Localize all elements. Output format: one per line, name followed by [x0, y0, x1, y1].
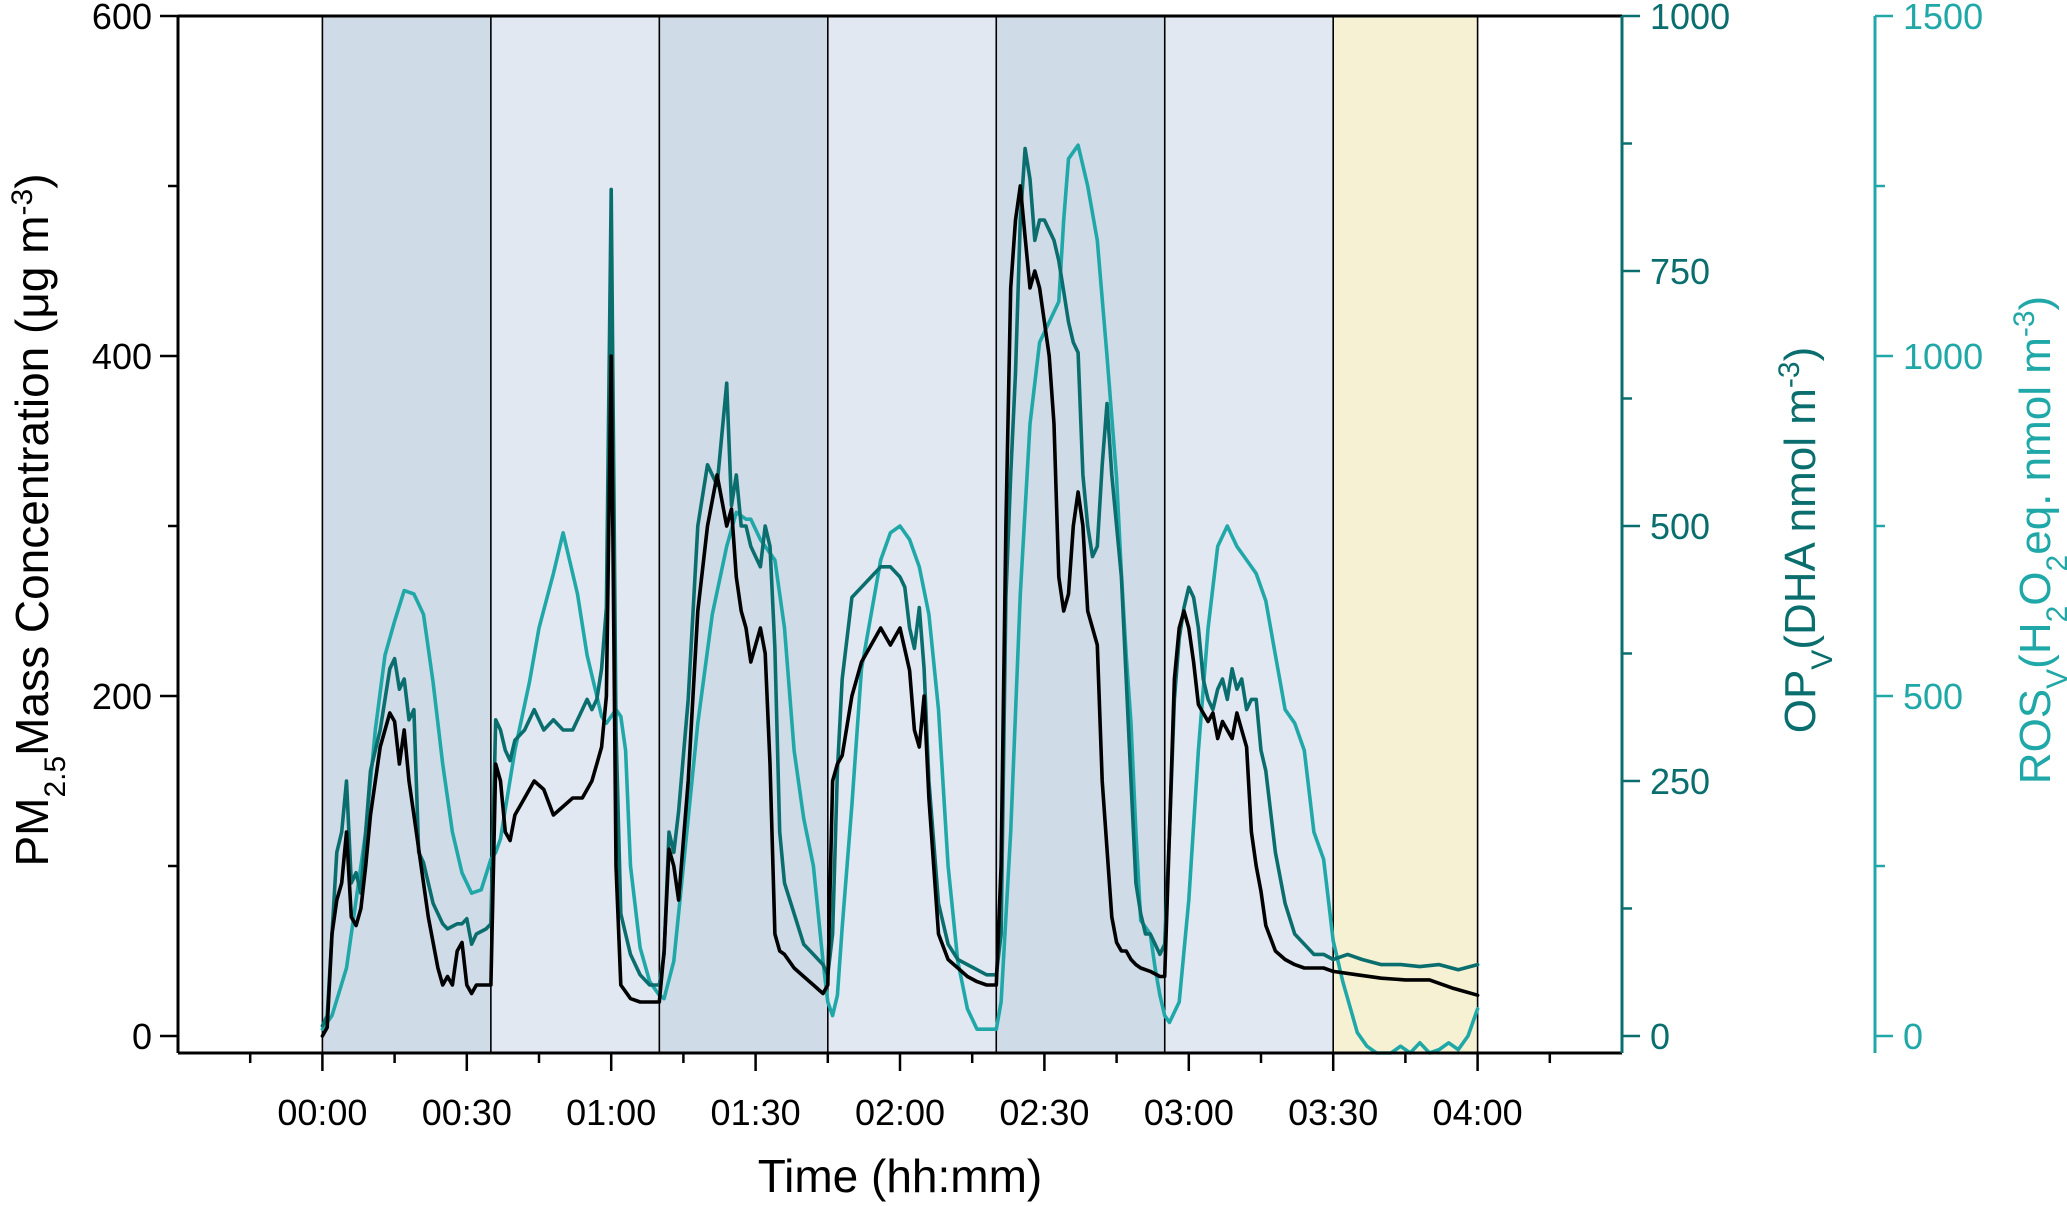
labels-layer: 00:00 00:30 01:00 01:30 02:00 02:30 03:00 03:30… [6, 0, 2067, 1202]
shaded-interval-4 [827, 16, 997, 1053]
right2-y-tick-label: 1000 [1903, 336, 1983, 377]
right2-y-axis-title-part: -3 [2008, 310, 2041, 337]
shaded-bands [321, 16, 1479, 1053]
right1-y-axis-title-part: (DHA nmol m [1776, 388, 1825, 650]
left-y-axis-title-part: ) [6, 173, 58, 188]
right1-y-tick-label: 250 [1650, 761, 1710, 802]
left-y-axis-title-part: Mass Concentration ( [6, 318, 58, 756]
axes-layer [160, 14, 1893, 1071]
x-tick-label: 02:00 [855, 1092, 945, 1133]
right2-y-axis-title-part: eq. nmol m [2011, 337, 2060, 555]
series-line-right1 [320, 146, 1480, 1028]
right2-y-axis-title-part: 2 [2041, 555, 2067, 572]
right2-y-axis-title-part: ) [2011, 296, 2060, 311]
right2-y-axis-title: ROSV(H2O2eq. nmol m-3) [2008, 296, 2067, 784]
x-tick-label: 01:30 [711, 1092, 801, 1133]
left-y-tick-label: 0 [132, 1016, 152, 1057]
right1-y-tick-label: 750 [1650, 251, 1710, 292]
x-tick-label: 03:00 [1144, 1092, 1234, 1133]
shaded-interval-3 [659, 16, 828, 1053]
right2-y-tick-label: 0 [1903, 1016, 1923, 1057]
right1-y-axis-title-part: V [1806, 650, 1839, 670]
right1-y-tick-label: 1000 [1650, 0, 1730, 37]
left-y-tick-label: 400 [92, 336, 152, 377]
x-axis-title: Time (hh:mm) [758, 1150, 1043, 1202]
right1-y-axis-title-part: ) [1776, 347, 1825, 362]
left-y-axis-title-part: -3 [6, 189, 39, 216]
right1-y-axis-title: OPV(DHA nmol m-3) [1773, 347, 1839, 734]
x-tick-label: 02:30 [999, 1092, 1089, 1133]
left-y-axis-title-part: 2.5 [39, 756, 72, 798]
right2-y-axis-title-part: 2 [2041, 606, 2067, 623]
x-tick-label: 03:30 [1288, 1092, 1378, 1133]
right1-y-axis-title-part: -3 [1773, 361, 1806, 388]
shaded-interval-1 [322, 16, 491, 1053]
right2-y-tick-label: 500 [1903, 676, 1963, 717]
x-tick-label: 04:00 [1433, 1092, 1523, 1133]
right1-y-tick-label: 0 [1650, 1016, 1670, 1057]
left-y-tick-label: 600 [92, 0, 152, 37]
right2-y-tick-label: 1500 [1903, 0, 1983, 37]
shaded-interval-7 [1333, 16, 1478, 1053]
right2-y-axis-title-part: ROS [2011, 689, 2060, 784]
right2-y-axis-title-part: (H [2011, 622, 2060, 668]
series-layer [320, 143, 1480, 1055]
left-y-axis-title-part: PM [6, 798, 58, 867]
x-tick-label: 00:00 [277, 1092, 367, 1133]
x-tick-label: 01:00 [566, 1092, 656, 1133]
series-line-left [320, 184, 1480, 1038]
left-y-axis-title-part: μg m [6, 215, 58, 318]
left-y-axis-title: PM2.5Mass Concentration (μg m-3) [6, 173, 72, 866]
left-y-tick-label: 200 [92, 676, 152, 717]
right1-y-tick-label: 500 [1650, 506, 1710, 547]
right2-y-axis-title-part: V [2041, 669, 2067, 689]
right2-y-axis-title-part: O [2011, 571, 2060, 605]
shaded-interval-6 [1164, 16, 1334, 1053]
x-tick-label: 00:30 [422, 1092, 512, 1133]
right1-y-axis-title-part: OP [1776, 670, 1825, 734]
series-line-right2 [320, 143, 1480, 1055]
